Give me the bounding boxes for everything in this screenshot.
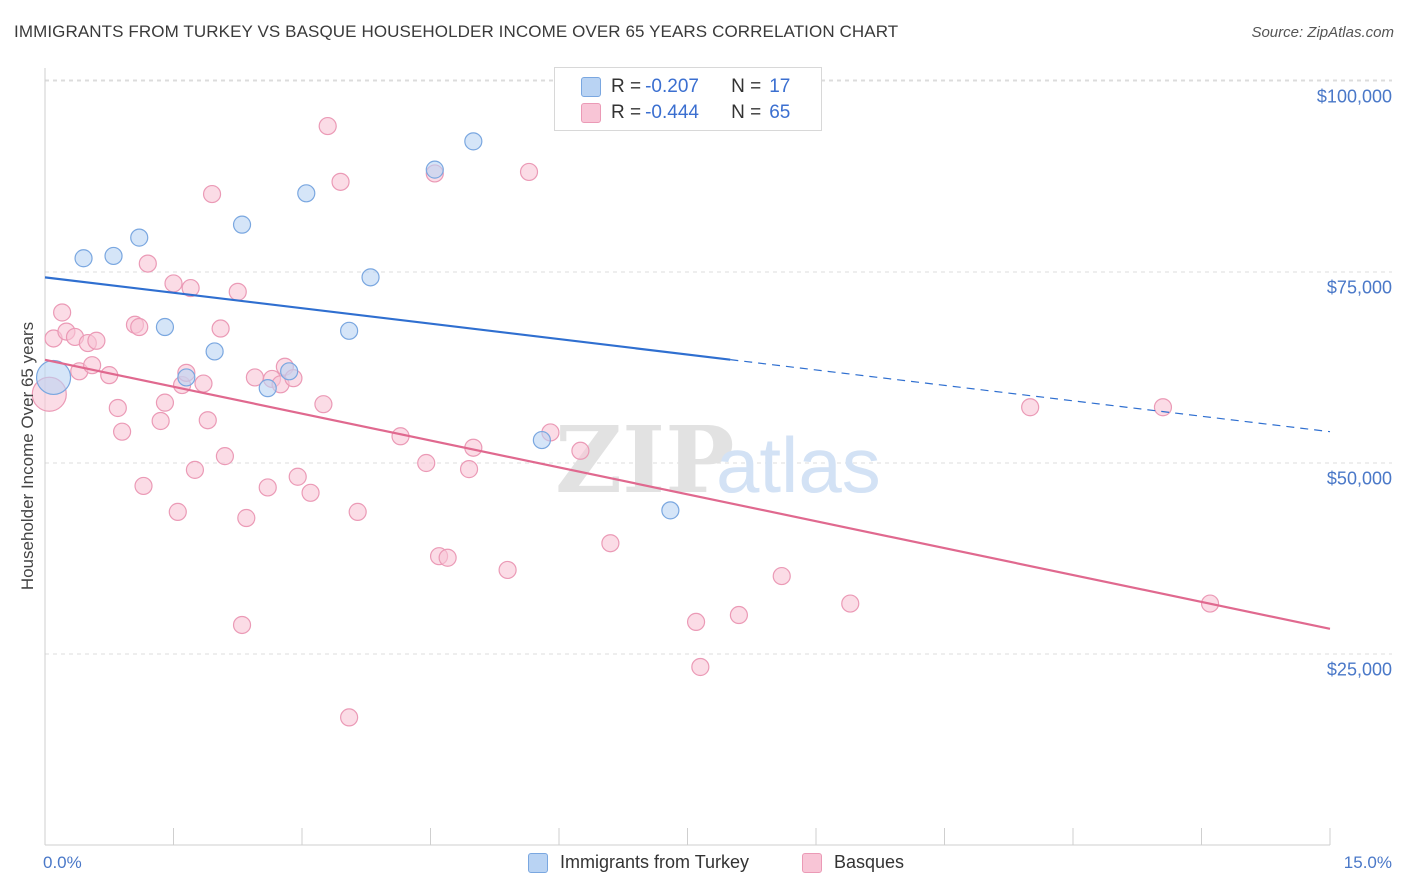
basques-point: [1153, 398, 1173, 417]
basques-point: [108, 398, 127, 418]
basques-point: [519, 162, 539, 182]
turkey-points: [35, 132, 680, 520]
basques-point: [301, 483, 320, 502]
basques-point: [185, 460, 205, 479]
x-tick-label-max: 15.0%: [1343, 853, 1392, 872]
y-tick-label-100000: $100,000: [1316, 86, 1392, 107]
basques-point: [228, 282, 247, 301]
basques-point: [168, 502, 187, 521]
turkey-point: [532, 430, 551, 450]
basques-point: [138, 254, 157, 273]
turkey-point: [661, 501, 680, 520]
chart-title: IMMIGRANTS FROM TURKEY VS BASQUE HOUSEHO…: [14, 22, 899, 41]
y-tick-label-50000: $50,000: [1326, 468, 1392, 489]
basques-point: [130, 317, 149, 337]
basques-point: [498, 560, 517, 580]
basques-point: [314, 395, 333, 414]
x-tick-label-min: 0.0%: [43, 853, 82, 872]
basques-point: [215, 447, 234, 466]
watermark-atlas: atlas: [716, 421, 881, 509]
turkey-trend-line-projection: [730, 359, 1331, 433]
turkey-point: [155, 317, 175, 337]
legend-r-label: R =: [611, 76, 642, 97]
turkey-swatch: [581, 77, 601, 97]
y-tick-label-75000: $75,000: [1326, 277, 1392, 298]
legend-n-value: 65: [769, 102, 791, 123]
legend-n-label: N =: [731, 102, 762, 123]
turkey-point: [425, 160, 444, 179]
basques-point: [331, 172, 350, 191]
y-tick-label-25000: $25,000: [1326, 659, 1392, 680]
turkey-trend-line: [44, 276, 731, 361]
trend-lines: [44, 276, 1331, 630]
turkey-point: [74, 249, 93, 268]
basques-point: [288, 467, 307, 486]
legend-n-value: 17: [769, 76, 791, 97]
legend-r-label: R =: [611, 102, 642, 123]
watermark-zip: ZIP: [555, 406, 734, 514]
series-name-basques: Basques: [834, 852, 905, 872]
basques-point: [164, 274, 183, 293]
basques-point: [686, 612, 706, 632]
basques-swatch: [802, 852, 822, 873]
grid: [45, 79, 1392, 655]
turkey-point: [361, 268, 380, 287]
basques-point: [417, 453, 436, 473]
legend-n-label: N =: [731, 76, 762, 97]
basques-point: [691, 657, 710, 677]
basques-point: [772, 566, 791, 586]
basques-point: [348, 502, 367, 521]
legend-r-value: -0.444: [645, 102, 699, 123]
basques-swatch: [581, 103, 601, 123]
turkey-point: [280, 362, 299, 381]
series-name-turkey: Immigrants from Turkey: [560, 852, 750, 872]
turkey-point: [258, 379, 277, 398]
basques-point: [194, 374, 213, 393]
basques-point: [459, 460, 479, 479]
turkey-point: [35, 359, 72, 396]
basques-point: [134, 476, 153, 496]
basques-point: [87, 331, 106, 350]
basques-point: [318, 116, 337, 136]
legend-r-value: -0.207: [645, 76, 699, 97]
basques-point: [112, 422, 132, 441]
legend-row-turkey: R = -0.207 N = 17: [581, 75, 790, 99]
turkey-point: [205, 342, 224, 361]
basques-point: [340, 708, 359, 727]
turkey-point: [130, 228, 149, 247]
source-label: Source: ZipAtlas.com: [1251, 24, 1394, 41]
axes: [44, 68, 1331, 846]
basques-point: [438, 548, 457, 567]
bottom-legend-turkey: Immigrants from Turkey: [528, 852, 749, 873]
basques-point: [155, 393, 175, 412]
y-axis-label: Householder Income Over 65 years: [18, 321, 37, 591]
basques-point: [151, 411, 170, 431]
basques-point: [1021, 398, 1040, 417]
turkey-point: [297, 184, 316, 203]
legend-row-basques: R = -0.444 N = 65: [581, 101, 790, 125]
basques-trend-line: [44, 358, 1331, 630]
turkey-point: [232, 215, 252, 234]
bottom-legend-basques: Basques: [802, 852, 904, 873]
basques-point: [211, 319, 230, 338]
basques-point: [729, 605, 749, 625]
basques-point: [237, 508, 256, 528]
basques-point: [198, 411, 217, 430]
turkey-point: [340, 321, 359, 340]
basques-point: [181, 278, 200, 298]
basques-point: [258, 478, 277, 497]
turkey-swatch: [528, 852, 548, 873]
basques-point: [601, 534, 620, 553]
basques-point: [232, 615, 252, 635]
basques-point: [202, 184, 222, 204]
basques-point: [841, 594, 860, 613]
turkey-point: [104, 246, 123, 266]
turkey-point: [177, 368, 196, 387]
basques-point: [53, 303, 72, 322]
stats-legend: R = -0.207 N = 17 R = -0.444 N = 65: [554, 67, 822, 131]
turkey-point: [464, 132, 483, 151]
basques-point: [571, 441, 590, 460]
